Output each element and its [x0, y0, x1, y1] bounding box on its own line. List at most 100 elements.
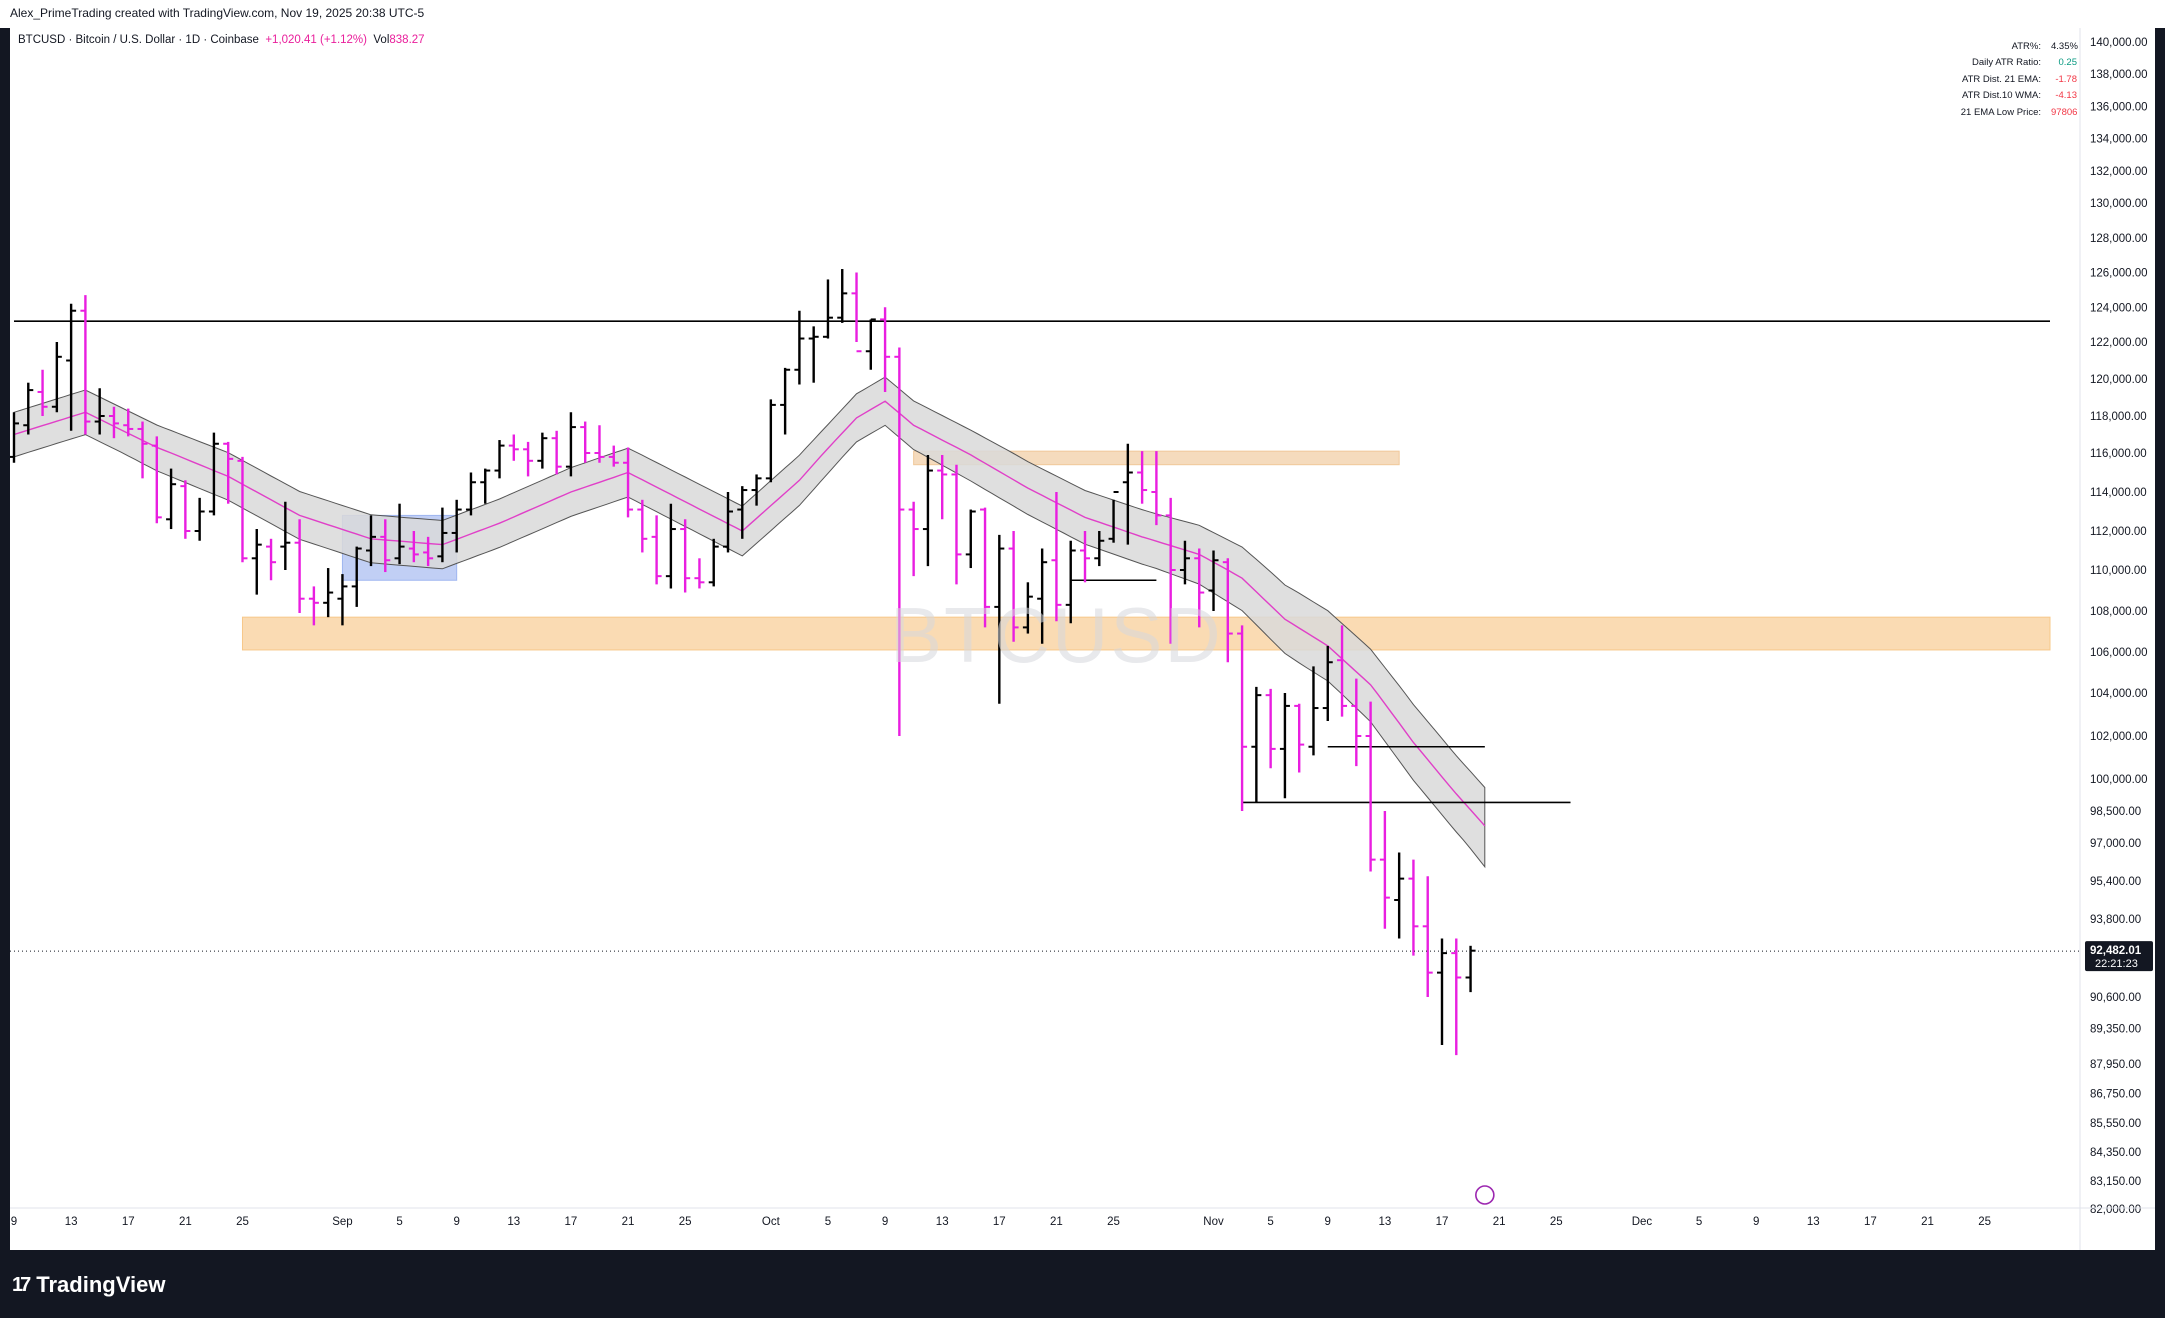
price-tick-label: 116,000.00	[2090, 448, 2147, 460]
time-tick-label: 17	[565, 1216, 578, 1228]
price-tick-label: 82,000.00	[2090, 1204, 2141, 1216]
price-tick-label: 89,350.00	[2090, 1024, 2141, 1036]
stats-row: ATR Dist. 21 EMA: -1.78	[1961, 71, 2077, 88]
symbol-watermark: BTCUSD	[890, 591, 1223, 679]
bar-countdown-label: 22:21:23	[2095, 958, 2138, 970]
time-tick-label: 13	[936, 1216, 949, 1228]
price-tick-label: 132,000.00	[2090, 166, 2148, 178]
footer-bar: 17 TradingView	[0, 1250, 2165, 1318]
time-tick-label: 9	[11, 1216, 17, 1228]
stats-row: ATR%: 4.35%	[1961, 38, 2078, 55]
price-chart[interactable]: 140,000.00 138,000.00 136,000.00 134,000.00…	[10, 28, 2155, 1250]
price-tick-label: 126,000.00	[2090, 268, 2148, 280]
time-tick-label: 17	[993, 1216, 1006, 1228]
price-tick-label: 122,000.00	[2090, 337, 2148, 349]
price-tick-label: 120,000.00	[2090, 374, 2148, 386]
price-tick-label: 138,000.00	[2090, 69, 2148, 81]
time-tick-label: 25	[1107, 1216, 1120, 1228]
time-tick-label: 5	[1696, 1216, 1702, 1228]
price-tick-label: 124,000.00	[2090, 302, 2148, 314]
price-tick-label: 140,000.00	[2090, 37, 2148, 49]
price-tick-label: 118,000.00	[2090, 411, 2147, 423]
symbol-title[interactable]: BTCUSD · Bitcoin / U.S. Dollar · 1D · Co…	[18, 34, 259, 46]
last-price-badge	[2085, 941, 2153, 972]
stats-row: ATR Dist.10 WMA: -4.13	[1961, 88, 2077, 105]
time-tick-label: 13	[65, 1216, 78, 1228]
volume-label: Vol	[373, 34, 390, 46]
price-tick-label: 100,000.00	[2090, 774, 2148, 786]
tradingview-logo-icon: 17	[12, 1273, 31, 1296]
price-tick-label: 114,000.00	[2090, 487, 2147, 499]
price-tick-label: 83,150.00	[2090, 1176, 2141, 1188]
time-tick-label: 9	[882, 1216, 888, 1228]
time-tick-label: 25	[1550, 1216, 1563, 1228]
price-tick-label: 97,000.00	[2090, 838, 2141, 850]
price-tick-label: 110,000.00	[2090, 565, 2147, 577]
time-tick-label: 21	[1050, 1216, 1063, 1228]
price-tick-label: 87,950.00	[2090, 1059, 2141, 1071]
stat-value: 4.35%	[2051, 40, 2078, 52]
time-tick-label: 5	[825, 1216, 831, 1228]
price-tick-label: 102,000.00	[2090, 731, 2148, 743]
price-tick-label: 136,000.00	[2090, 101, 2148, 113]
time-tick-label: Nov	[1203, 1216, 1224, 1228]
time-tick-label: 21	[179, 1216, 192, 1228]
stat-label: ATR Dist. 21 EMA:	[1961, 73, 2041, 85]
price-tick-label: 86,750.00	[2090, 1089, 2141, 1101]
volume-value: 838.27	[389, 34, 425, 46]
stat-label: ATR Dist.10 WMA:	[1962, 90, 2041, 102]
price-tick-label: 84,350.00	[2090, 1147, 2141, 1159]
time-tick-label: 21	[1493, 1216, 1506, 1228]
ema-envelope-band	[13, 376, 1486, 869]
tradingview-brand: TradingView	[36, 1272, 166, 1297]
stats-row: Daily ATR Ratio: 0.25	[1961, 55, 2077, 72]
time-tick-label: 25	[679, 1216, 692, 1228]
stat-label: Daily ATR Ratio:	[1972, 57, 2041, 69]
price-change: +1,020.41 (+1.12%)	[265, 34, 367, 46]
price-tick-label: 108,000.00	[2090, 606, 2148, 618]
time-tick-label: Oct	[762, 1216, 781, 1228]
price-tick-label: 104,000.00	[2090, 688, 2148, 700]
time-tick-label: 5	[396, 1216, 402, 1228]
price-tick-label: 130,000.00	[2090, 198, 2148, 210]
time-tick-label: 25	[1978, 1216, 1991, 1228]
stat-value: -1.78	[2055, 73, 2077, 85]
author-credit: Alex_PrimeTrading created with TradingVi…	[10, 6, 425, 20]
time-tick-label: 9	[1753, 1216, 1759, 1228]
price-tick-label: 128,000.00	[2090, 233, 2148, 245]
price-tick-label: 90,600.00	[2090, 992, 2141, 1004]
price-tick-label: 95,400.00	[2090, 876, 2141, 888]
stat-value: 97806	[2051, 106, 2078, 118]
stat-label: ATR%:	[2011, 40, 2041, 52]
chart-area[interactable]: 140,000.00 138,000.00 136,000.00 134,000.00…	[10, 28, 2155, 1250]
time-tick-label: 25	[236, 1216, 249, 1228]
time-tick-label: 9	[1325, 1216, 1331, 1228]
atr-stats-table: ATR%: 4.35% Daily ATR Ratio: 0.25 ATR Dist…	[1960, 38, 2078, 121]
event-marker-icon	[1475, 1185, 1495, 1205]
time-tick-label: 21	[1921, 1216, 1934, 1228]
time-tick-label: Dec	[1632, 1216, 1653, 1228]
time-tick-label: Sep	[332, 1216, 352, 1228]
price-tick-label: 134,000.00	[2090, 134, 2148, 146]
time-tick-label: 17	[1864, 1216, 1877, 1228]
top-bar: Alex_PrimeTrading created with TradingVi…	[0, 0, 2165, 28]
price-tick-label: 106,000.00	[2090, 647, 2148, 659]
time-tick-label: 17	[1436, 1216, 1449, 1228]
time-tick-label: 5	[1267, 1216, 1273, 1228]
time-tick-label: 13	[1378, 1216, 1391, 1228]
time-tick-label: 17	[122, 1216, 135, 1228]
time-tick-label: 13	[1807, 1216, 1820, 1228]
ema-21-line	[13, 400, 1486, 827]
symbol-legend[interactable]: BTCUSD · Bitcoin / U.S. Dollar · 1D · Co…	[18, 34, 425, 46]
tradingview-logo[interactable]: 17 TradingView	[12, 1272, 165, 1298]
price-zone	[241, 616, 2051, 651]
time-tick-label: 13	[507, 1216, 520, 1228]
price-tick-label: 93,800.00	[2090, 914, 2141, 926]
price-tick-label: 85,550.00	[2090, 1118, 2141, 1130]
stats-row: 21 EMA Low Price: 97806	[1960, 104, 2078, 121]
last-price-label: 92,482.01	[2090, 945, 2142, 957]
time-tick-label: 21	[622, 1216, 635, 1228]
stat-value: 0.25	[2058, 57, 2078, 69]
stat-label: 21 EMA Low Price:	[1960, 106, 2041, 118]
